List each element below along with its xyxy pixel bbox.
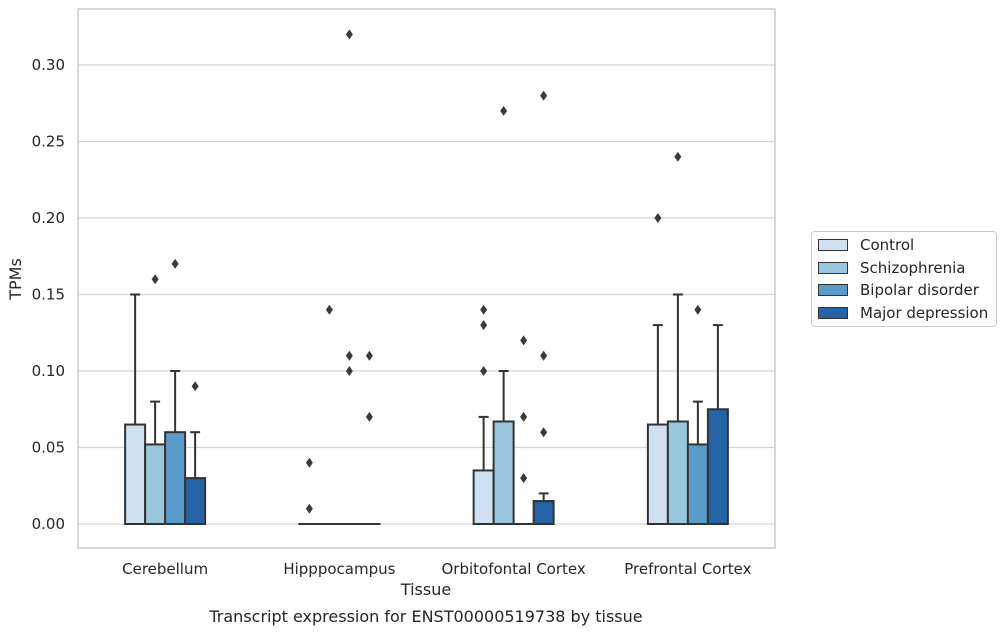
legend-item: Control — [818, 235, 914, 255]
outlier-point — [306, 504, 313, 514]
bar — [534, 501, 554, 524]
x-tick-label: Hipppocampus — [283, 560, 395, 578]
x-axis-label: Tissue — [400, 580, 451, 599]
legend-label: Bipolar disorder — [860, 281, 979, 299]
legend-item: Major depression — [818, 303, 988, 323]
outlier-point — [540, 351, 547, 361]
bar — [648, 425, 668, 524]
bar — [708, 409, 728, 524]
outlier-point — [366, 351, 373, 361]
x-tick-labels: Cerebellum Hipppocampus Orbitofontal Corte… — [122, 560, 751, 578]
chart-title: Transcript expression for ENST0000051973… — [208, 607, 642, 626]
outlier-point — [480, 305, 487, 315]
x-tick-label: Orbitofontal Cortex — [442, 560, 586, 578]
outlier-point — [480, 366, 487, 376]
outlier-point — [540, 427, 547, 437]
outlier-point — [346, 366, 353, 376]
outlier-point — [346, 351, 353, 361]
legend-swatch — [818, 284, 848, 296]
legend-label: Schizophrenia — [860, 259, 965, 277]
y-tick-label: 0.30 — [32, 56, 65, 74]
outlier-point — [306, 458, 313, 468]
outlier-point — [152, 274, 159, 284]
outlier-point — [540, 91, 547, 101]
bar — [494, 421, 514, 524]
outlier-point — [500, 106, 507, 116]
outlier-point — [366, 412, 373, 422]
outlier-point — [346, 29, 353, 39]
y-tick-label: 0.25 — [32, 133, 65, 151]
outlier-point — [520, 335, 527, 345]
whiskers — [130, 295, 723, 502]
bar — [145, 444, 165, 524]
bar — [165, 432, 185, 524]
legend-swatch — [818, 307, 848, 319]
legend-label: Major depression — [860, 304, 988, 322]
y-tick-label: 0.20 — [32, 209, 65, 227]
y-tick-label: 0.10 — [32, 362, 65, 380]
outlier-point — [520, 473, 527, 483]
legend-item: Bipolar disorder — [818, 280, 979, 300]
y-tick-label: 0.00 — [32, 515, 65, 533]
y-tick-labels: 0.00 0.05 0.10 0.15 0.20 0.25 0.30 — [32, 56, 65, 533]
bar — [125, 425, 145, 524]
outlier-point — [326, 305, 333, 315]
bar — [185, 478, 205, 524]
outlier-point — [480, 320, 487, 330]
outlier-point — [172, 259, 179, 269]
legend-swatch — [818, 239, 848, 251]
legend-swatch — [818, 262, 848, 274]
bar — [668, 421, 688, 524]
outlier-point — [192, 381, 199, 391]
outliers — [152, 29, 702, 513]
legend-item: Schizophrenia — [818, 258, 965, 278]
bars — [125, 409, 728, 524]
outlier-point — [654, 213, 661, 223]
x-tick-label: Cerebellum — [122, 560, 208, 578]
outlier-point — [520, 412, 527, 422]
outlier-point — [674, 152, 681, 162]
y-axis-label: TPMs — [6, 258, 25, 301]
bar — [474, 470, 494, 524]
bar — [688, 444, 708, 524]
legend: Control Schizophrenia Bipolar disorder Majo… — [811, 231, 997, 327]
x-tick-label: Prefrontal Cortex — [624, 560, 751, 578]
y-tick-label: 0.15 — [32, 286, 65, 304]
outlier-point — [694, 305, 701, 315]
y-tick-label: 0.05 — [32, 439, 65, 457]
legend-label: Control — [860, 236, 914, 254]
